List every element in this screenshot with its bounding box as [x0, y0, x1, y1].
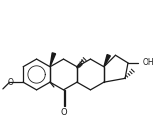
Text: OH: OH — [142, 58, 154, 67]
Text: O: O — [8, 78, 13, 87]
Polygon shape — [104, 55, 110, 67]
Text: O: O — [60, 108, 67, 117]
Polygon shape — [50, 53, 55, 67]
